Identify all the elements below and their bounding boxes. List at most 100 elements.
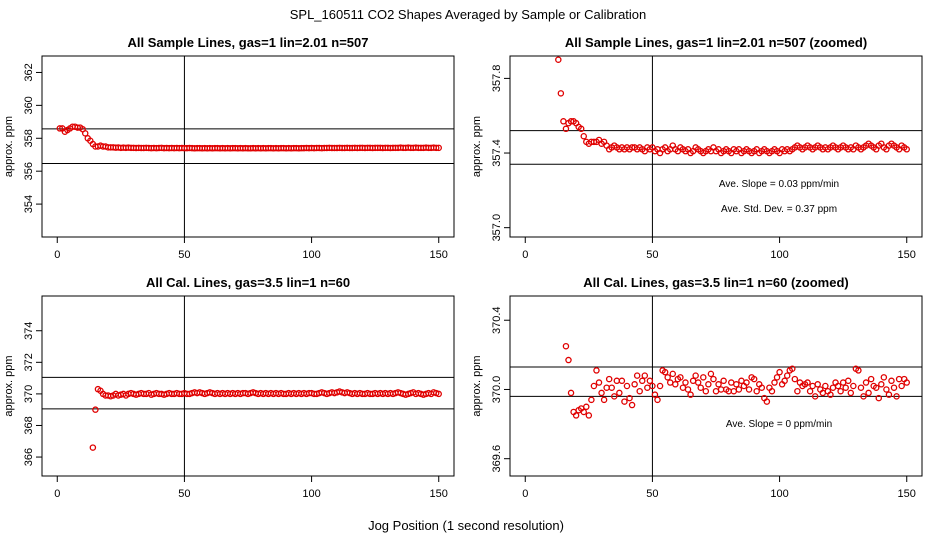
x-tick-label: 150 — [898, 249, 916, 261]
x-tick-label: 50 — [178, 249, 190, 261]
data-point — [753, 387, 760, 395]
x-tick-label: 150 — [430, 249, 448, 261]
plot-frame — [509, 295, 923, 477]
plot-frame — [41, 295, 455, 477]
y-tick-label: 358 — [23, 129, 35, 147]
data-point — [664, 374, 671, 381]
data-point — [850, 382, 857, 390]
plot-frame — [41, 55, 455, 238]
x-tick-label: 150 — [898, 488, 916, 500]
panel-title: All Cal. Lines, gas=3.5 lin=1 n=60 (zoom… — [583, 275, 849, 290]
y-tick-label: 369.6 — [491, 445, 503, 473]
data-point — [750, 375, 758, 383]
data-point — [776, 368, 783, 376]
data-point — [435, 390, 442, 398]
data-points — [56, 123, 442, 152]
data-point — [903, 379, 910, 386]
data-point — [618, 377, 626, 385]
data-point — [857, 384, 865, 391]
data-point — [605, 375, 613, 383]
x-tick-label: 50 — [178, 488, 190, 500]
data-point — [687, 391, 694, 398]
y-axis-label: approx. ppm — [3, 355, 15, 416]
panel-title: All Sample Lines, gas=1 lin=2.01 n=507 (… — [565, 35, 867, 50]
data-point — [791, 375, 799, 383]
data-point — [730, 387, 738, 395]
annotation: Ave. Std. Dev. = 0.37 ppm — [721, 204, 837, 215]
data-points — [562, 342, 910, 419]
data-point — [621, 398, 628, 405]
data-point — [677, 374, 684, 381]
data-point — [735, 386, 743, 393]
data-point — [855, 367, 862, 374]
x-tick-label: 0 — [522, 488, 528, 500]
data-point — [649, 382, 656, 390]
data-point — [577, 125, 585, 133]
data-point — [834, 382, 842, 390]
annotation: Ave. Slope = 0.03 ppm/min — [719, 179, 839, 190]
data-point — [712, 387, 720, 395]
data-point — [689, 377, 697, 385]
data-point — [656, 382, 664, 390]
y-tick-label: 362 — [23, 63, 35, 81]
data-point — [720, 377, 727, 385]
data-point — [773, 374, 781, 381]
y-tick-label: 357.4 — [491, 139, 503, 167]
data-point — [583, 403, 590, 411]
data-point — [89, 444, 97, 451]
data-point — [92, 406, 99, 413]
data-point — [880, 374, 888, 381]
panel-title: All Cal. Lines, gas=3.5 lin=1 n=60 — [146, 275, 350, 290]
data-point — [811, 393, 819, 400]
data-point — [717, 386, 725, 393]
y-tick-label: 372 — [23, 353, 35, 371]
data-point — [651, 391, 659, 398]
data-point — [702, 387, 710, 395]
data-point — [758, 384, 766, 391]
data-point — [555, 56, 562, 63]
data-point — [611, 393, 618, 400]
data-point — [562, 125, 570, 133]
data-point — [626, 394, 633, 402]
y-axis-label: approx. ppm — [3, 116, 15, 177]
data-points — [555, 56, 910, 157]
y-tick-label: 370 — [23, 385, 35, 403]
data-point — [562, 342, 570, 350]
x-tick-label: 100 — [302, 488, 320, 500]
data-point — [822, 382, 829, 390]
data-point — [763, 398, 771, 405]
data-point — [638, 377, 646, 385]
data-point — [710, 375, 717, 383]
data-point — [646, 377, 654, 385]
data-point — [898, 382, 905, 390]
data-point — [893, 393, 900, 400]
chart-panel-2: All Sample Lines, gas=1 lin=2.01 n=507 (… — [471, 35, 923, 261]
data-point — [865, 389, 872, 397]
y-tick-label: 357.8 — [491, 65, 503, 93]
data-point — [572, 412, 580, 419]
data-point — [804, 379, 811, 386]
data-point — [700, 374, 707, 381]
data-point — [432, 144, 440, 152]
x-axis-label: Jog Position (1 second resolution) — [368, 518, 564, 533]
data-point — [860, 393, 867, 400]
data-point — [872, 384, 880, 391]
data-point — [867, 375, 875, 383]
data-point — [644, 384, 651, 391]
y-tick-label: 356 — [23, 162, 35, 180]
data-point — [885, 391, 893, 398]
data-point — [567, 389, 575, 397]
data-point — [794, 387, 801, 395]
data-point — [837, 387, 844, 395]
data-point — [738, 377, 745, 385]
x-tick-label: 100 — [770, 488, 788, 500]
data-point — [895, 375, 903, 383]
data-point — [903, 146, 910, 153]
x-tick-label: 100 — [302, 249, 320, 261]
x-tick-label: 100 — [770, 249, 788, 261]
data-point — [768, 387, 776, 395]
data-point — [888, 377, 895, 385]
data-point — [875, 394, 883, 402]
chart-panel-3: All Cal. Lines, gas=3.5 lin=1 n=60 approx… — [3, 275, 455, 500]
data-point — [844, 377, 852, 385]
